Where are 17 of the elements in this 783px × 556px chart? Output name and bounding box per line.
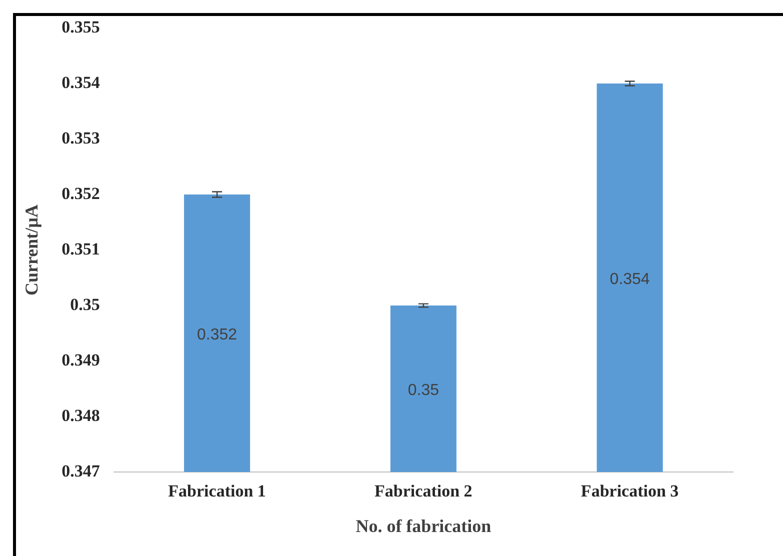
data-label: 0.354 <box>610 271 650 288</box>
y-tick-label: 0.348 <box>62 406 100 425</box>
y-tick-label: 0.351 <box>62 239 100 258</box>
y-tick-label: 0.355 <box>62 17 100 36</box>
data-label: 0.352 <box>197 326 238 344</box>
y-tick-label: 0.35 <box>70 294 100 314</box>
data-label: 0.35 <box>408 382 440 400</box>
y-tick-label: 0.354 <box>62 72 100 92</box>
y-tick-label: 0.352 <box>62 184 100 203</box>
x-tick-label: Fabrication 2 <box>374 482 472 501</box>
y-tick-label: 0.347 <box>62 461 100 480</box>
x-axis-title: No. of fabrication <box>356 516 492 536</box>
y-tick-label: 0.353 <box>62 128 100 148</box>
x-tick-label: Fabrication 3 <box>580 482 679 501</box>
x-tick-label: Fabrication 1 <box>168 482 266 501</box>
y-tick-label: 0.349 <box>62 350 100 370</box>
y-axis-title: Current/µA <box>21 204 42 296</box>
